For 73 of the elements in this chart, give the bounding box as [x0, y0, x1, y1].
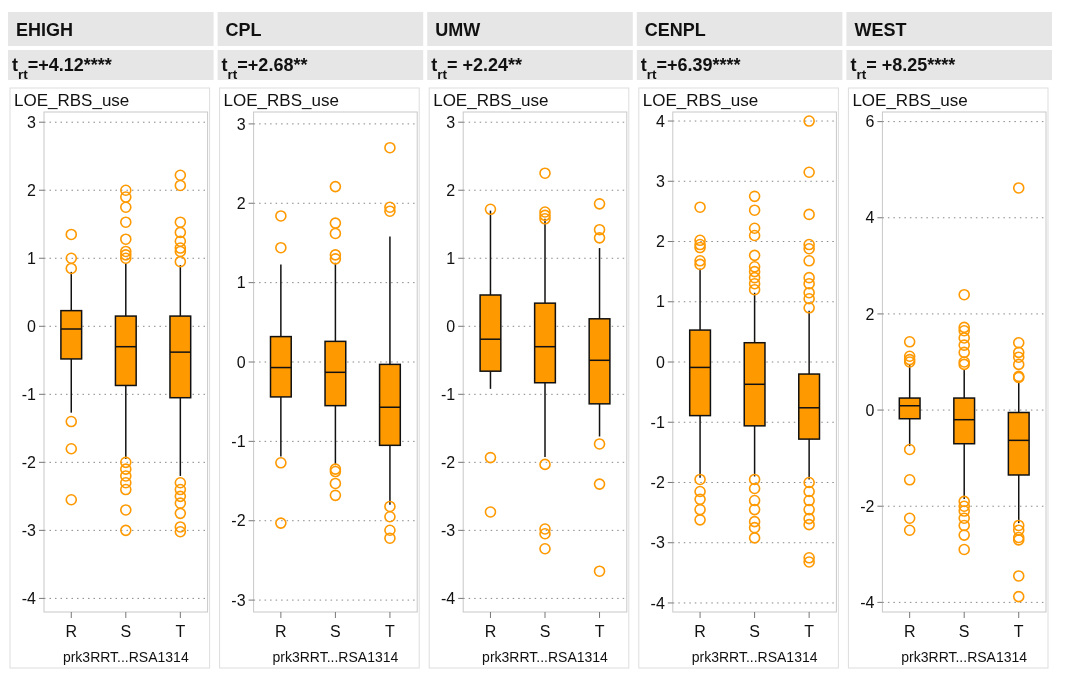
y-tick-label: -2	[21, 453, 37, 471]
x-axis-title: prk3RRT...RSA1314	[62, 649, 189, 665]
y-tick-label: 4	[865, 209, 875, 227]
x-tick-label: R	[903, 623, 916, 640]
chart-title: CPL	[225, 20, 262, 40]
y-tick-label: 1	[236, 274, 246, 292]
x-tick-label: R	[694, 623, 706, 640]
y-tick-label: -3	[440, 521, 456, 539]
y-tick-label: -2	[231, 512, 246, 530]
x-tick-label: S	[120, 623, 132, 640]
y-tick-label: 3	[655, 172, 665, 190]
y-tick-label: 0	[236, 353, 246, 371]
x-axis-title: prk3RRT...RSA1314	[691, 649, 818, 665]
y-tick-label: -4	[650, 594, 665, 612]
chart-title: WEST	[854, 20, 907, 40]
chart-title: EHIGH	[16, 20, 74, 40]
y-tick-label: 1	[446, 249, 456, 267]
y-tick-label: -4	[440, 589, 456, 607]
y-tick-label: -2	[650, 474, 665, 492]
y-tick-label: -1	[440, 385, 456, 403]
y-axis-title: LOE_RBS_use	[433, 91, 549, 110]
x-tick-label: S	[958, 623, 970, 640]
x-axis-title: prk3RRT...RSA1314	[272, 649, 399, 665]
chart-subtitle: t$_{rt}$=+4.12****	[12, 55, 112, 82]
x-tick-label: R	[275, 623, 287, 640]
x-axis-title: prk3RRT...RSA1314	[901, 649, 1028, 665]
x-tick-label: S	[539, 623, 551, 640]
y-tick-label: 3	[236, 115, 246, 133]
chart-subtitle: t$_{rt}$=+6.39****	[640, 55, 741, 82]
y-tick-label: 0	[27, 317, 37, 335]
y-tick-label: -3	[231, 591, 246, 609]
y-tick-label: 0	[446, 317, 456, 335]
y-tick-label: 2	[236, 194, 246, 212]
x-tick-label: S	[330, 623, 341, 640]
y-tick-label: 0	[865, 401, 875, 419]
x-tick-label: T	[804, 623, 815, 640]
y-axis-title: LOE_RBS_use	[852, 91, 968, 110]
y-tick-label: -2	[860, 497, 875, 515]
y-tick-label: -3	[21, 521, 37, 539]
y-tick-label: -1	[650, 413, 665, 431]
x-tick-label: T	[1013, 623, 1024, 640]
chart-title: UMW	[435, 20, 481, 40]
y-tick-label: 2	[655, 233, 665, 251]
x-tick-label: T	[385, 623, 396, 640]
x-tick-label: T	[594, 623, 605, 640]
y-axis-title: LOE_RBS_use	[642, 91, 759, 110]
chart-subtitle: t$_{rt}$= +8.25****	[850, 55, 956, 82]
y-tick-label: -4	[860, 593, 875, 611]
x-axis-title: prk3RRT...RSA1314	[482, 649, 609, 665]
y-tick-label: 6	[865, 113, 875, 131]
y-tick-label: 2	[27, 181, 37, 199]
y-tick-label: 1	[655, 293, 665, 311]
y-tick-label: -3	[650, 534, 665, 552]
x-tick-label: T	[175, 623, 186, 640]
y-tick-label: 0	[655, 353, 665, 371]
x-tick-label: R	[484, 623, 497, 640]
x-tick-label: S	[749, 623, 760, 640]
y-tick-label: 2	[865, 305, 875, 323]
y-tick-label: 3	[446, 113, 456, 131]
chart-subtitle: t$_{rt}$=+2.68**	[221, 55, 308, 82]
chart-title: CENPL	[644, 20, 706, 40]
y-tick-label: 2	[446, 181, 456, 199]
x-tick-label: R	[65, 623, 78, 640]
y-axis-title: LOE_RBS_use	[223, 91, 339, 110]
y-axis-title: LOE_RBS_use	[14, 91, 130, 110]
y-tick-label: -1	[21, 385, 37, 403]
y-tick-label: -2	[440, 453, 456, 471]
chart-subtitle: t$_{rt}$= +2.24**	[431, 55, 523, 82]
y-tick-label: 4	[655, 112, 665, 130]
y-tick-label: 3	[27, 113, 37, 131]
y-tick-label: 1	[27, 249, 37, 267]
y-tick-label: -4	[21, 589, 37, 607]
y-tick-label: -1	[231, 432, 246, 450]
